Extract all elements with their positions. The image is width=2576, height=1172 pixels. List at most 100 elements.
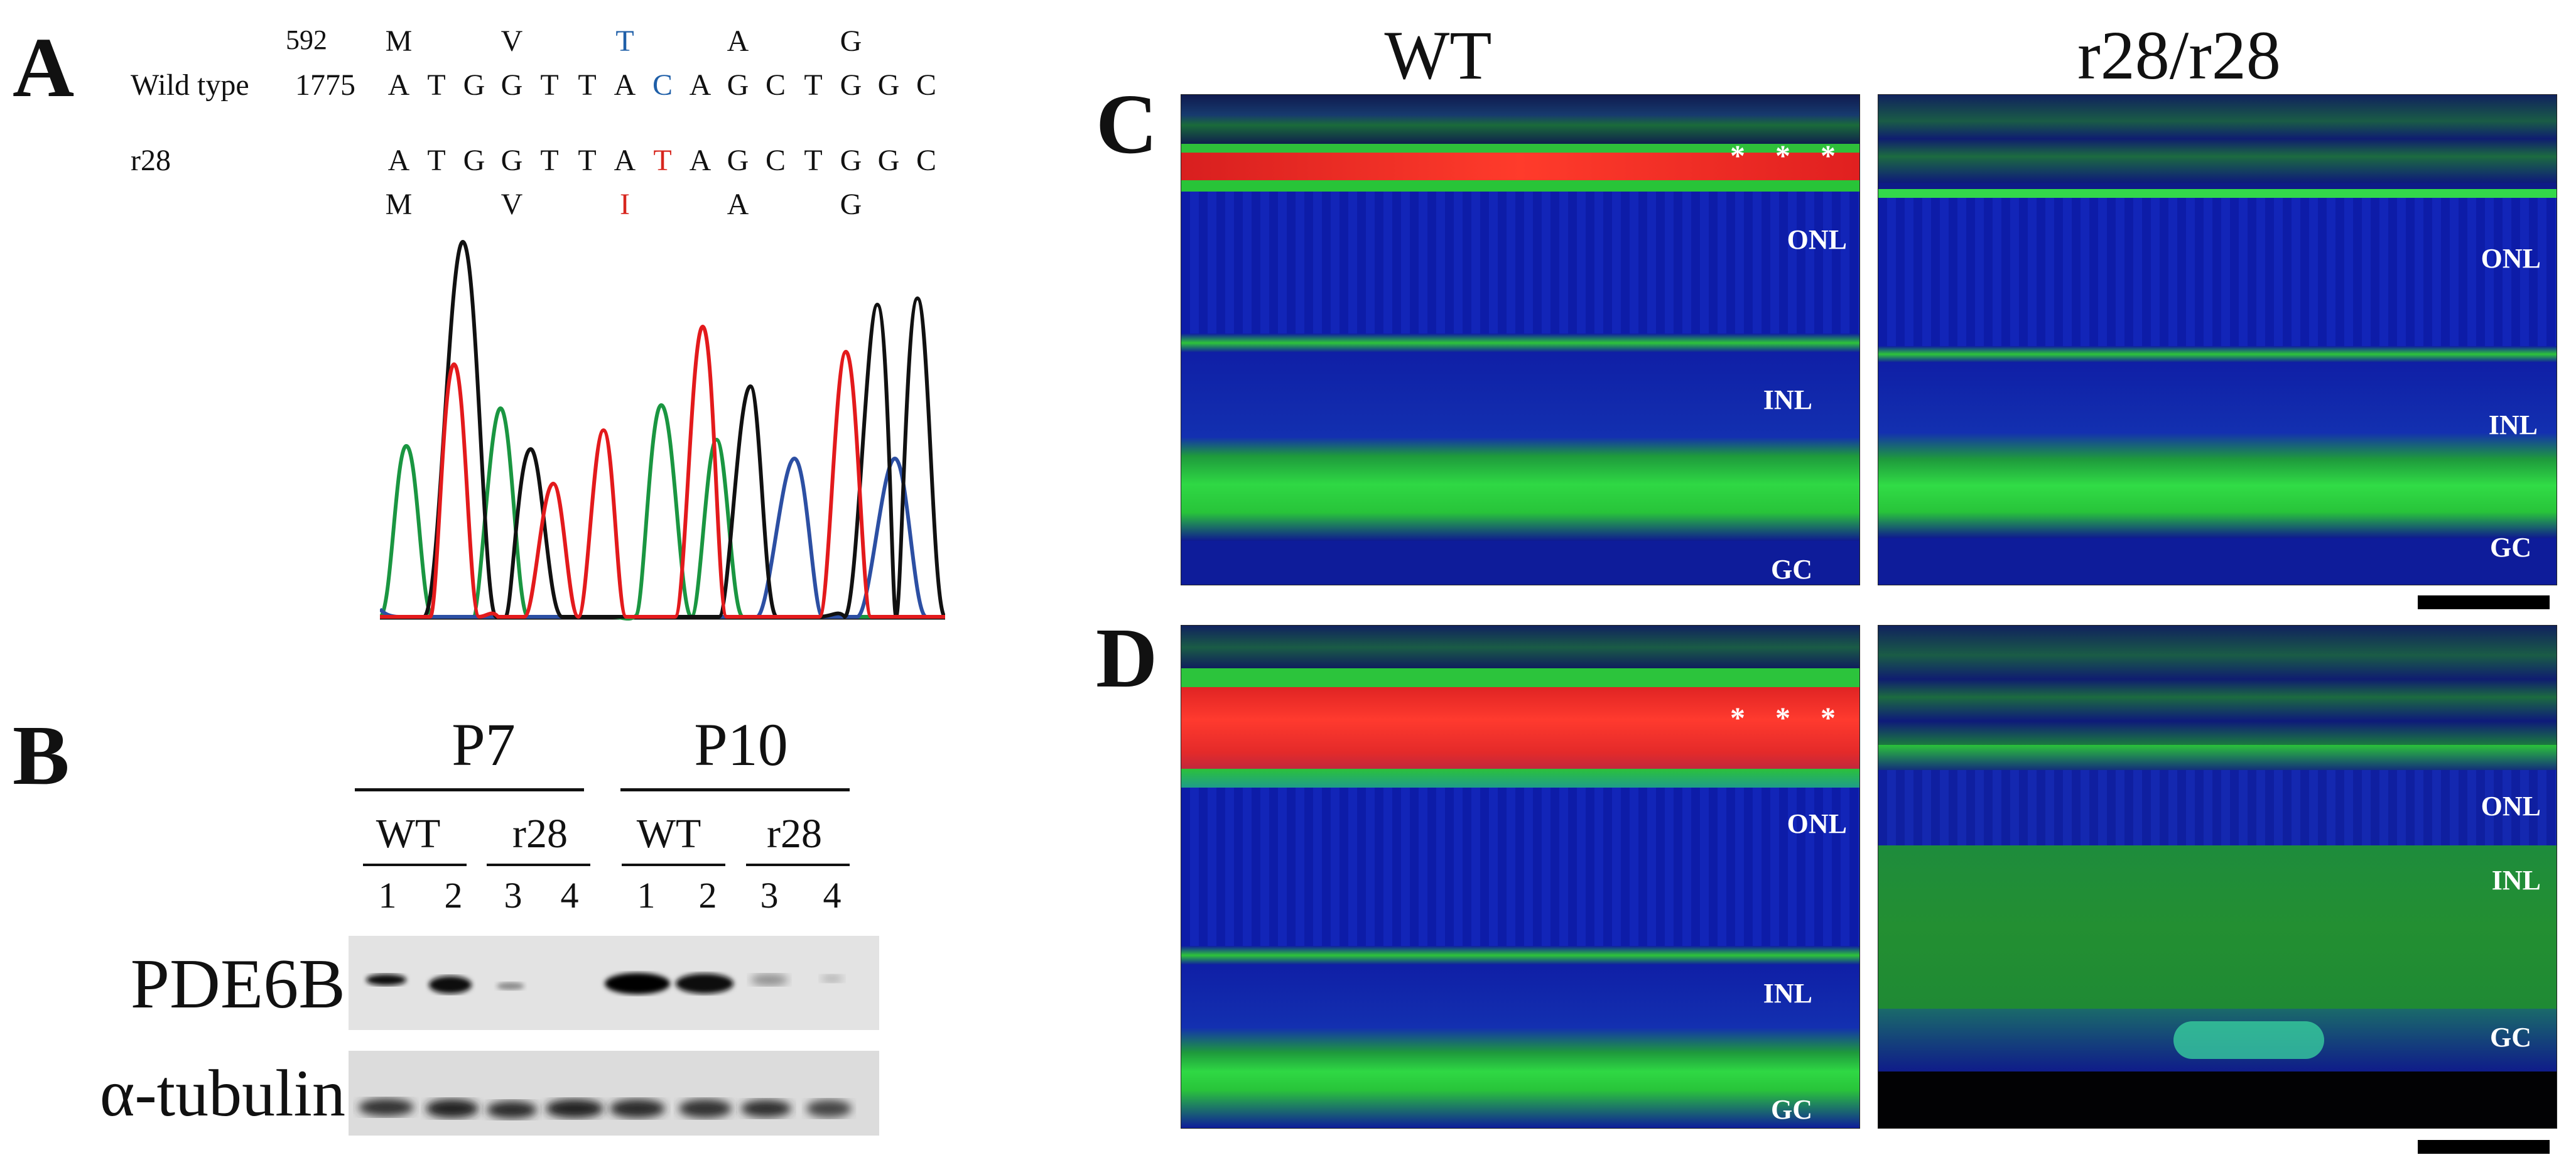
wt-nt: T — [540, 68, 559, 102]
trace-black — [380, 239, 945, 619]
wt-nt: A — [387, 68, 410, 102]
outer-segment-stars: * * * — [1730, 139, 1847, 173]
aa-position: 592 — [286, 24, 327, 55]
mut-nt: G — [727, 144, 749, 177]
mut-aa-row: M V I A G — [380, 187, 933, 225]
wt-nt: G — [463, 68, 485, 102]
wt-nt: A — [614, 68, 636, 102]
lane-number: 2 — [698, 875, 717, 916]
mut-nt: T — [540, 144, 559, 177]
vessel-shape — [2173, 1021, 2324, 1059]
mut-nt: G — [840, 144, 862, 177]
lane-number: 3 — [760, 875, 779, 916]
panel-a-letter: A — [13, 21, 75, 115]
mut-nt: G — [877, 144, 900, 177]
subgroup-underline — [487, 864, 590, 866]
lane-number: 2 — [444, 875, 463, 916]
blot-row-label-tubulin: α-tubulin — [99, 1056, 345, 1130]
wt-nt: G — [501, 68, 523, 102]
wt-nt: G — [840, 68, 862, 102]
label-inl: INL — [1763, 978, 1812, 1009]
wt-nt: T — [804, 68, 823, 102]
mut-aa: V — [501, 188, 523, 221]
wt-nt: T — [427, 68, 446, 102]
column-title-wt: WT — [1384, 17, 1492, 94]
wt-aa: G — [840, 24, 862, 58]
outer-segment-stars: * * * — [1730, 702, 1847, 735]
lane-number: 1 — [378, 875, 397, 916]
label-inl: INL — [1763, 384, 1812, 415]
wt-nt: C — [916, 68, 936, 102]
wild-type-label: Wild type — [131, 68, 249, 102]
label-gc: GC — [1771, 554, 1812, 585]
subgroup-label: WT — [636, 811, 701, 857]
wt-aa: V — [501, 24, 523, 58]
label-inl: INL — [2488, 410, 2538, 440]
group-label-p10: P10 — [694, 711, 788, 778]
label-gc: GC — [2490, 532, 2531, 563]
mut-nt: G — [501, 144, 523, 177]
group-underline-p7 — [355, 788, 584, 791]
scale-bar-c — [2418, 595, 2550, 609]
mut-nt-row: A T G G T T A T A G C T G G C — [380, 143, 945, 181]
wt-aa: M — [385, 24, 413, 58]
subgroup-label: r28 — [512, 811, 568, 857]
micrograph-c-r28: ONL INL GC — [1878, 94, 2557, 585]
wt-nt: C — [765, 68, 786, 102]
wt-aa-highlight: T — [615, 24, 634, 58]
wt-aa-row: M V T A G — [380, 24, 933, 62]
subgroup-underline — [363, 864, 467, 866]
lane-number: 4 — [823, 875, 842, 916]
group-underline-p10 — [620, 788, 850, 791]
western-blot-alpha-tubulin — [349, 1051, 879, 1136]
label-onl: ONL — [1787, 224, 1847, 255]
mut-nt: A — [387, 144, 410, 177]
micrograph-d-wt: * * * ONL INL GC — [1181, 625, 1860, 1129]
wt-nt-highlight: C — [652, 68, 673, 102]
label-onl: ONL — [2481, 791, 2541, 822]
mut-nt: C — [916, 144, 936, 177]
lane-number: 1 — [637, 875, 656, 916]
lane-number: 4 — [560, 875, 579, 916]
wt-nt: G — [727, 68, 749, 102]
mut-aa: G — [840, 188, 862, 221]
panel-c-letter: C — [1096, 77, 1158, 171]
wt-aa: A — [727, 24, 749, 58]
mut-nt: A — [614, 144, 636, 177]
mut-nt: T — [578, 144, 597, 177]
column-title-r28: r28/r28 — [2077, 17, 2281, 94]
mut-aa: A — [727, 188, 749, 221]
r28-label: r28 — [131, 144, 171, 177]
wt-nt: A — [689, 68, 712, 102]
mut-nt: T — [804, 144, 823, 177]
group-label-p7: P7 — [452, 711, 516, 778]
western-blot-pde6b — [349, 936, 879, 1030]
subgroup-underline — [746, 864, 850, 866]
lane-number: 3 — [504, 875, 522, 916]
label-onl: ONL — [2481, 243, 2541, 274]
mut-nt: G — [463, 144, 485, 177]
micrograph-d-r28: ONL INL GC — [1878, 625, 2557, 1129]
label-inl: INL — [2491, 865, 2541, 896]
trace-red — [380, 324, 945, 619]
scale-bar-d — [2418, 1140, 2550, 1154]
mut-nt: A — [689, 144, 712, 177]
panel-b-letter: B — [13, 708, 70, 803]
wt-nt-row: A T G G T T A C A G C T G G C — [380, 68, 945, 106]
subgroup-label: WT — [376, 811, 441, 857]
label-onl: ONL — [1787, 808, 1847, 839]
panel-d-letter: D — [1096, 611, 1158, 705]
mut-nt: C — [765, 144, 786, 177]
subgroup-underline — [622, 864, 725, 866]
nt-position: 1775 — [295, 68, 355, 102]
wt-nt: T — [578, 68, 597, 102]
sequencing-chromatogram — [380, 239, 945, 621]
blot-row-label-pde6b: PDE6B — [130, 945, 345, 1023]
mut-nt-highlight: T — [653, 144, 672, 177]
label-gc: GC — [1771, 1094, 1812, 1125]
mut-nt: T — [427, 144, 446, 177]
mut-aa-highlight: I — [620, 188, 630, 221]
label-gc: GC — [2490, 1022, 2531, 1053]
mut-aa: M — [385, 188, 413, 221]
micrograph-c-wt: * * * ONL INL GC — [1181, 94, 1860, 585]
